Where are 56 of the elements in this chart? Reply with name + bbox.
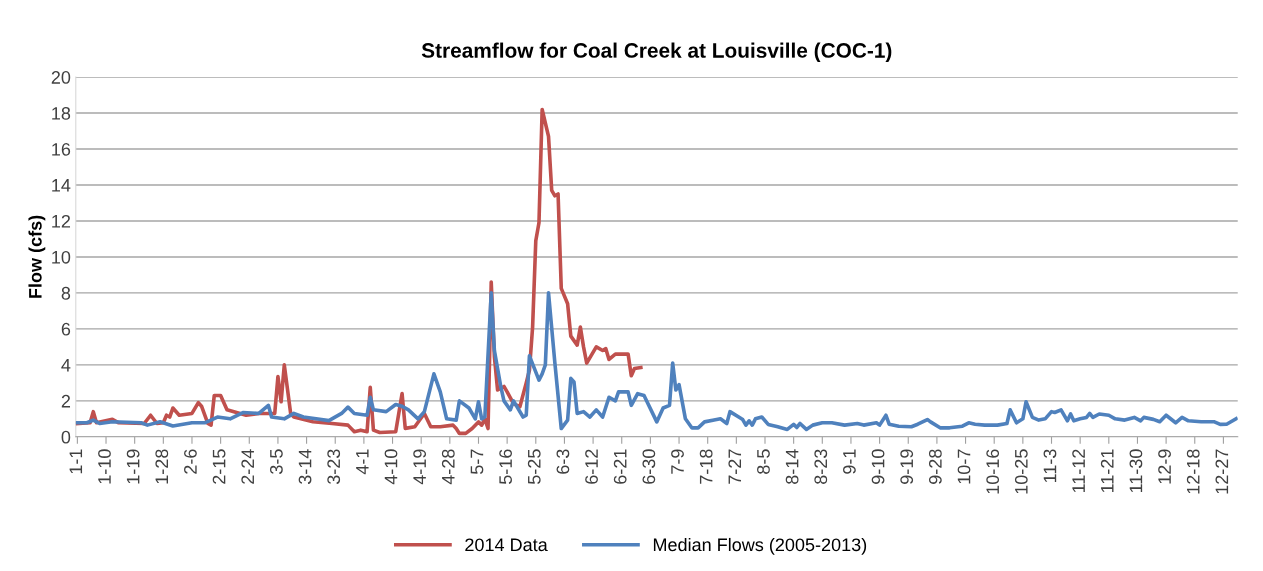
x-tick-label: 4-1 [356, 449, 369, 475]
x-tick-label: 1-1 [69, 449, 83, 474]
x-tick-label: 11-30 [1129, 449, 1143, 493]
x-tick-label: 6-21 [613, 449, 627, 484]
x-tick-label: 5-7 [470, 449, 484, 474]
x-tick-label: 2-15 [212, 449, 226, 484]
x-tick-label: 4-19 [413, 449, 427, 485]
x-tick-label: 8-5 [757, 449, 770, 474]
x-tick-label: 2-6 [184, 449, 197, 474]
x-tick-label: 1-28 [155, 449, 169, 484]
x-tick-label: 9-28 [928, 449, 942, 484]
y-tick-label: 16 [52, 142, 71, 156]
y-tick-label: 14 [52, 179, 71, 192]
x-tick-label: 9-19 [900, 449, 914, 484]
x-tick-label: 10-16 [986, 449, 1000, 494]
y-axis-title: Flow (cfs) [28, 215, 46, 298]
x-tick-label: 3-5 [269, 449, 283, 475]
y-tick-label: 6 [61, 322, 71, 336]
y-tick-label: 2 [61, 394, 71, 408]
x-tick-label: 7-18 [699, 449, 713, 484]
x-tick-label: 8-23 [814, 449, 828, 484]
x-tick-label: 9-1 [843, 449, 856, 474]
x-tick-label: 4-28 [441, 449, 455, 485]
x-tick-label: 5-16 [499, 449, 512, 485]
x-tick-label: 11-21 [1100, 449, 1114, 493]
x-tick-label: 9-10 [871, 449, 885, 484]
x-tick-label: 12-9 [1158, 449, 1171, 484]
x-tick-label: 3-23 [327, 449, 341, 485]
y-tick-label: 10 [52, 250, 71, 264]
x-tick-label: 8-14 [785, 449, 799, 484]
x-tick-label: 11-12 [1072, 449, 1085, 493]
x-tick-label: 1-10 [98, 449, 111, 484]
y-tick-label: 18 [52, 106, 71, 120]
y-tick-label: 20 [51, 71, 71, 84]
x-tick-label: 12-18 [1186, 449, 1200, 494]
y-tick-label: 4 [61, 358, 71, 372]
x-tick-label: 5-25 [527, 449, 541, 485]
legend-label: Median Flows (2005-2013) [653, 537, 867, 555]
x-tick-label: 2-24 [241, 449, 254, 484]
chart-title: Streamflow for Coal Creek at Louisville (COC-1) [421, 42, 892, 62]
x-tick-label: 6-3 [556, 449, 570, 474]
x-tick-label: 10-7 [957, 449, 971, 484]
x-tick-label: 1-19 [126, 449, 140, 484]
x-tick-label: 6-30 [642, 449, 656, 484]
x-tick-label: 11-3 [1043, 449, 1057, 483]
x-tick-label: 7-9 [671, 449, 684, 474]
x-tick-label: 6-12 [585, 449, 598, 484]
x-tick-label: 7-27 [728, 449, 742, 484]
legend-label: 2014 Data [465, 538, 548, 552]
x-tick-label: 10-25 [1014, 449, 1028, 494]
x-tick-label: 3-14 [298, 449, 312, 485]
y-tick-label: 8 [61, 286, 71, 300]
y-tick-label: 12 [52, 214, 71, 228]
x-tick-label: 4-10 [384, 449, 398, 485]
y-tick-label: 0 [61, 430, 71, 444]
x-tick-label: 12-27 [1215, 449, 1229, 494]
